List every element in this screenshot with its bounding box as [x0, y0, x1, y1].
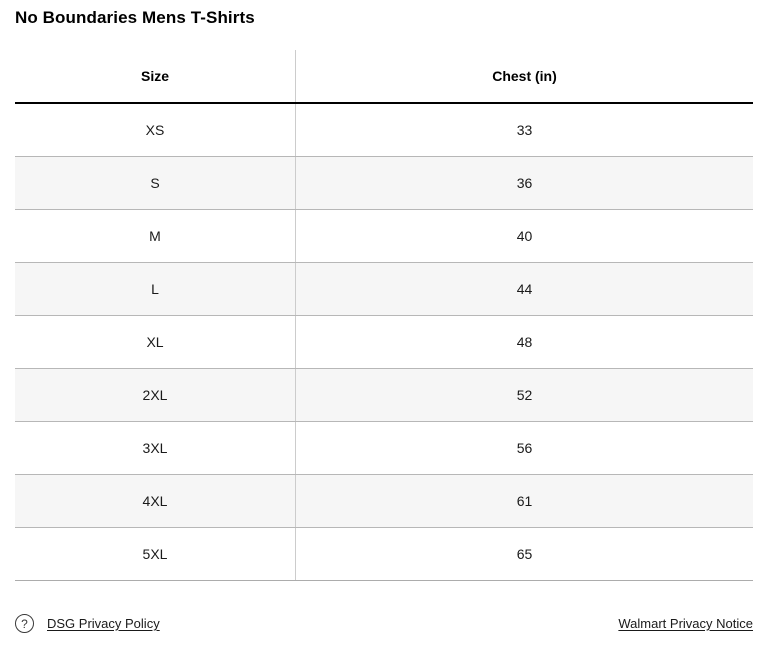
footer-left-group: ? DSG Privacy Policy — [15, 614, 160, 633]
chest-cell: 33 — [516, 122, 533, 138]
size-column-header: Size — [15, 50, 296, 102]
table-row: XL 48 — [15, 316, 753, 369]
size-chart-table: Size Chest (in) XS 33 S 36 M 40 L 44 XL … — [15, 50, 753, 581]
size-cell: M — [15, 210, 296, 262]
table-row: 2XL 52 — [15, 369, 753, 422]
size-cell: XS — [15, 104, 296, 156]
table-row: 3XL 56 — [15, 422, 753, 475]
size-cell: L — [15, 263, 296, 315]
table-row: 5XL 65 — [15, 528, 753, 581]
table-row: 4XL 61 — [15, 475, 753, 528]
table-row: L 44 — [15, 263, 753, 316]
size-cell: 2XL — [15, 369, 296, 421]
table-row: XS 33 — [15, 104, 753, 157]
chest-cell: 61 — [516, 493, 533, 509]
chest-cell: 40 — [516, 228, 533, 244]
chest-cell: 65 — [516, 546, 533, 562]
size-cell: XL — [15, 316, 296, 368]
chest-cell: 52 — [516, 387, 533, 403]
chest-cell: 48 — [516, 334, 533, 350]
table-row: S 36 — [15, 157, 753, 210]
table-row: M 40 — [15, 210, 753, 263]
size-cell: 4XL — [15, 475, 296, 527]
chest-cell: 36 — [516, 175, 533, 191]
help-question-icon[interactable]: ? — [15, 614, 34, 633]
size-cell: 5XL — [15, 528, 296, 580]
chest-cell: 56 — [516, 440, 533, 456]
dsg-privacy-policy-link[interactable]: DSG Privacy Policy — [47, 616, 160, 631]
size-cell: S — [15, 157, 296, 209]
walmart-privacy-notice-link[interactable]: Walmart Privacy Notice — [618, 616, 753, 631]
footer: ? DSG Privacy Policy Walmart Privacy Not… — [15, 614, 753, 633]
chest-column-header: Chest (in) — [492, 68, 557, 84]
page-title: No Boundaries Mens T-Shirts — [15, 8, 255, 27]
table-header-row: Size Chest (in) — [15, 50, 753, 104]
chest-cell: 44 — [516, 281, 533, 297]
size-cell: 3XL — [15, 422, 296, 474]
